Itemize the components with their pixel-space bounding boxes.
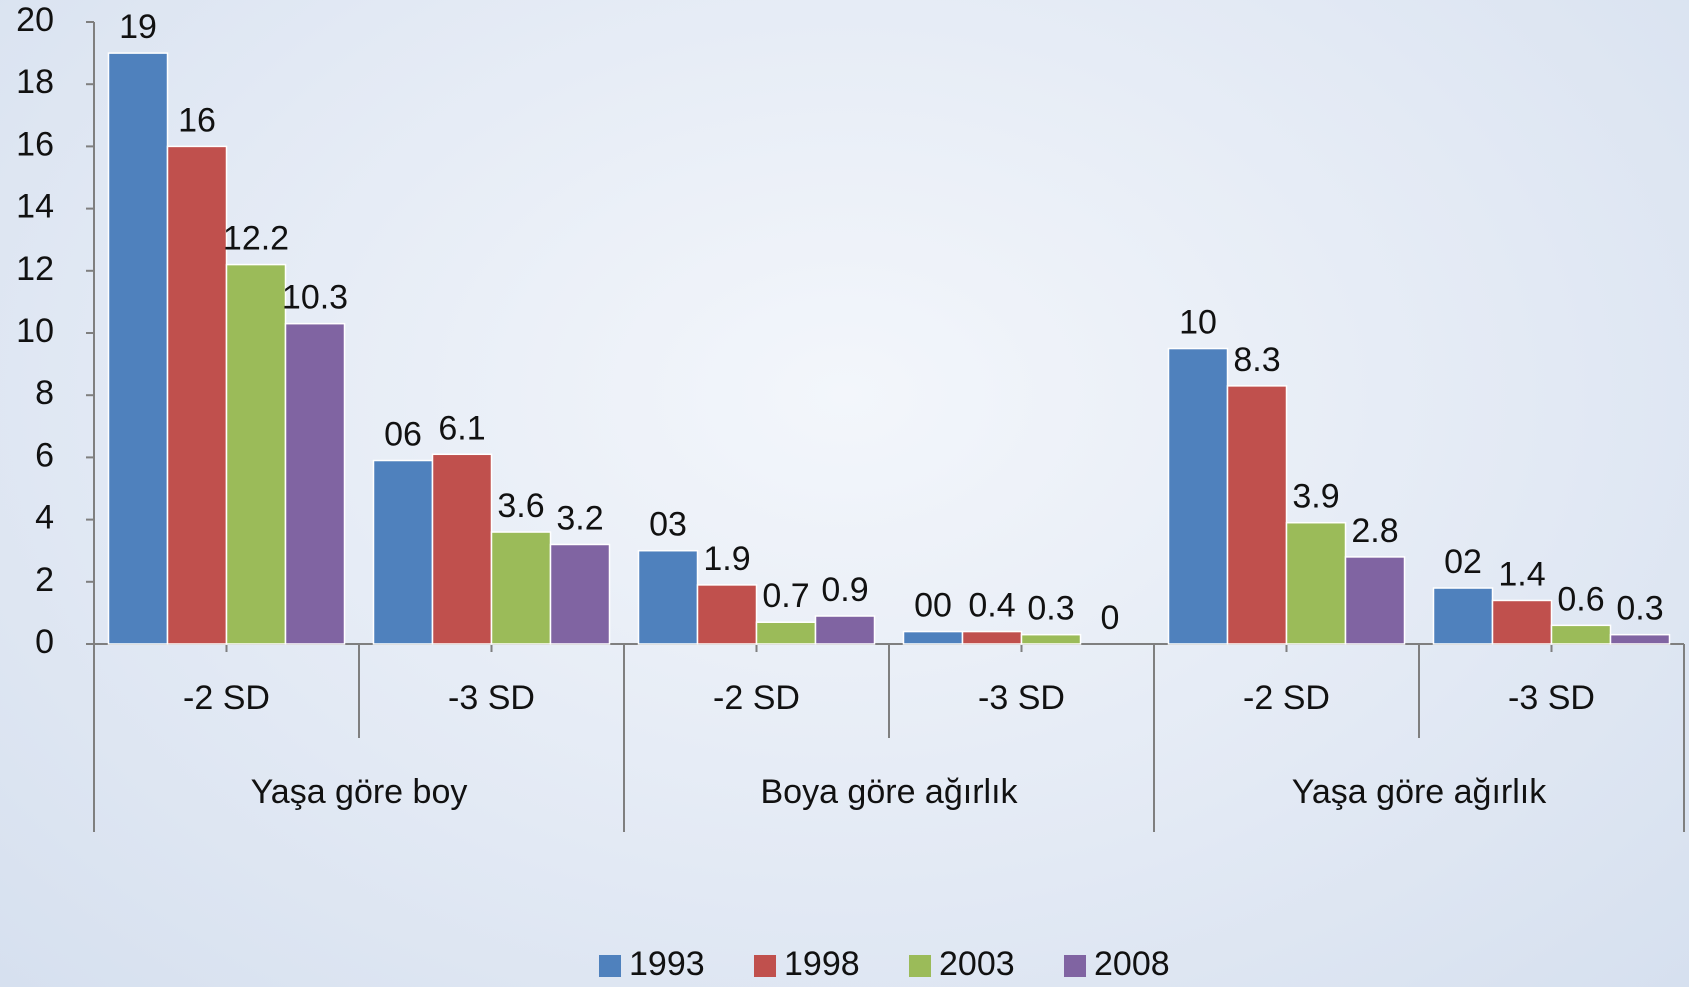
legend-label: 2003	[939, 945, 1015, 983]
y-tick-label: 14	[16, 188, 54, 226]
legend-swatch	[599, 955, 621, 977]
value-label: 0.9	[821, 571, 868, 609]
value-label: 6.1	[438, 409, 485, 447]
value-label: 8.3	[1233, 341, 1280, 379]
legend-swatch	[1064, 955, 1086, 977]
group-label: Boya göre ağırlık	[760, 773, 1018, 811]
y-tick-label: 0	[35, 623, 54, 661]
x-tick-label: -2 SD	[183, 679, 270, 717]
bar	[286, 324, 345, 644]
value-label: 0	[1101, 599, 1120, 637]
value-label: 00	[914, 587, 952, 625]
bar	[109, 53, 168, 644]
y-tick-label: 10	[16, 312, 54, 350]
value-label: 16	[178, 101, 216, 139]
value-label: 0.6	[1557, 580, 1604, 618]
legend-label: 2008	[1094, 945, 1170, 983]
value-label: 10.3	[282, 279, 348, 317]
chart: 02468101214161820-2 SD-3 SD-2 SD-3 SD-2 …	[0, 0, 1689, 987]
y-tick-label: 20	[16, 1, 54, 39]
bar	[492, 532, 551, 644]
y-tick-label: 8	[35, 374, 54, 412]
bar	[1022, 635, 1081, 644]
value-label: 0.4	[968, 587, 1015, 625]
value-label: 12.2	[223, 220, 289, 258]
y-tick-label: 6	[35, 436, 54, 474]
y-tick-label: 2	[35, 561, 54, 599]
value-label: 10	[1179, 304, 1217, 342]
value-label: 3.9	[1292, 478, 1339, 516]
group-label: Yaşa göre ağırlık	[1292, 773, 1548, 811]
bar	[757, 622, 816, 644]
bar	[639, 551, 698, 644]
value-label: 02	[1444, 543, 1482, 581]
x-tick-label: -3 SD	[448, 679, 535, 717]
bar	[551, 544, 610, 644]
value-label: 3.2	[556, 499, 603, 537]
bar	[1552, 625, 1611, 644]
value-label: 0.3	[1616, 590, 1663, 628]
bar	[1611, 635, 1670, 644]
x-tick-label: -2 SD	[713, 679, 800, 717]
bar	[1434, 588, 1493, 644]
y-tick-label: 16	[16, 125, 54, 163]
bar	[904, 632, 963, 644]
bar	[963, 632, 1022, 644]
value-label: 03	[649, 506, 687, 544]
value-label: 2.8	[1351, 512, 1398, 550]
value-label: 0.3	[1027, 590, 1074, 628]
bar	[433, 454, 492, 644]
legend-label: 1998	[784, 945, 860, 983]
x-tick-label: -2 SD	[1243, 679, 1330, 717]
bar	[1169, 349, 1228, 644]
y-tick-label: 18	[16, 63, 54, 101]
bar	[698, 585, 757, 644]
legend-label: 1993	[629, 945, 705, 983]
value-label: 3.6	[497, 487, 544, 525]
value-label: 1.9	[703, 540, 750, 578]
bar	[168, 146, 227, 644]
legend-swatch	[754, 955, 776, 977]
bar	[816, 616, 875, 644]
bar	[227, 265, 286, 644]
y-tick-label: 4	[35, 499, 54, 537]
value-label: 0.7	[762, 577, 809, 615]
bar	[374, 461, 433, 644]
bar	[1346, 557, 1405, 644]
bar	[1287, 523, 1346, 644]
value-label: 19	[119, 8, 157, 46]
x-tick-label: -3 SD	[978, 679, 1065, 717]
bar	[1228, 386, 1287, 644]
bar	[1493, 600, 1552, 644]
x-tick-label: -3 SD	[1508, 679, 1595, 717]
value-label: 06	[384, 415, 422, 453]
value-label: 1.4	[1498, 555, 1545, 593]
group-label: Yaşa göre boy	[251, 773, 468, 811]
y-tick-label: 12	[16, 250, 54, 288]
legend-swatch	[909, 955, 931, 977]
